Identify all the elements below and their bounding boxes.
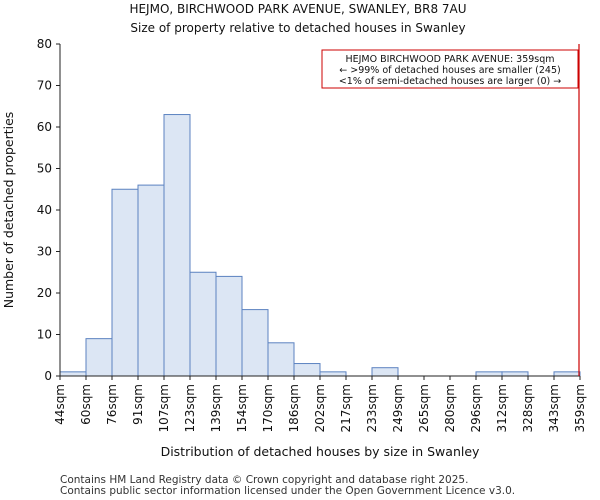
- chart-title: HEJMO, BIRCHWOOD PARK AVENUE, SWANLEY, B…: [129, 2, 466, 16]
- bar-44sqm: [59, 371, 87, 377]
- bar-91sqm: [137, 184, 165, 377]
- bar-60sqm: [85, 338, 113, 377]
- annotation-box: [321, 49, 579, 89]
- x-tick-label: 186sqm: [287, 384, 301, 432]
- bar-107sqm: [163, 114, 191, 377]
- bar-154sqm: [241, 309, 269, 377]
- x-tick-label: 359sqm: [573, 384, 587, 432]
- footer-licence: Contains public sector information licen…: [60, 485, 516, 497]
- footer-copyright: Contains HM Land Registry data © Crown c…: [60, 474, 469, 486]
- bar-296sqm: [475, 371, 503, 377]
- x-tick-label: 170sqm: [261, 384, 275, 432]
- y-tick-label: 70: [37, 79, 52, 93]
- x-tick-label: 60sqm: [79, 384, 93, 425]
- x-tick-label: 312sqm: [495, 384, 509, 432]
- x-tick-label: 76sqm: [105, 384, 119, 425]
- x-tick-label: 265sqm: [417, 384, 431, 432]
- x-tick-label: 44sqm: [53, 384, 67, 425]
- x-tick-label: 328sqm: [521, 384, 535, 432]
- bar-139sqm: [215, 275, 243, 377]
- x-tick-label: 154sqm: [235, 384, 249, 432]
- x-tick-label: 202sqm: [313, 384, 327, 432]
- x-axis-label: Distribution of detached houses by size …: [161, 444, 480, 459]
- bars-layer: [59, 114, 581, 377]
- y-tick-label: 0: [44, 369, 52, 383]
- x-tick-label: 123sqm: [183, 384, 197, 432]
- bar-343sqm: [553, 371, 581, 377]
- y-tick-label: 80: [37, 37, 52, 51]
- x-tick-label: 343sqm: [547, 384, 561, 432]
- x-tick-label: 233sqm: [365, 384, 379, 432]
- x-tick-label: 91sqm: [131, 384, 145, 425]
- x-tick-label: 139sqm: [209, 384, 223, 432]
- x-tick-label: 280sqm: [443, 384, 457, 432]
- x-tick-label: 249sqm: [391, 384, 405, 432]
- y-tick-label: 40: [37, 203, 52, 217]
- bar-233sqm: [371, 367, 399, 377]
- x-tick-label: 217sqm: [339, 384, 353, 432]
- y-axis-label: Number of detached properties: [1, 112, 16, 309]
- chart-subtitle: Size of property relative to detached ho…: [130, 21, 465, 35]
- annotation-line-2: ← >99% of detached houses are smaller (2…: [339, 65, 560, 76]
- bar-123sqm: [189, 271, 217, 377]
- annotation-line-3: <1% of semi-detached houses are larger (…: [339, 76, 561, 87]
- axes-layer: 0 10 20 30 40 50 60 70 80 44sqm 60sqm 76sqm 91sqm 107…: [37, 37, 587, 432]
- bar-76sqm: [111, 188, 139, 377]
- y-tick-label: 30: [37, 245, 52, 259]
- x-tick-label: 296sqm: [469, 384, 483, 432]
- bar-202sqm: [319, 371, 347, 377]
- bar-312sqm: [501, 371, 529, 377]
- y-tick-label: 60: [37, 120, 52, 134]
- y-tick-label: 50: [37, 162, 52, 176]
- bar-170sqm: [267, 342, 295, 377]
- bar-186sqm: [293, 363, 321, 377]
- annotation-line-1: HEJMO BIRCHWOOD PARK AVENUE: 359sqm: [345, 54, 554, 65]
- annotation-layer: HEJMO BIRCHWOOD PARK AVENUE: 359sqm ← >9…: [321, 49, 579, 89]
- y-tick-label: 10: [37, 328, 52, 342]
- x-tick-label: 107sqm: [157, 384, 171, 432]
- y-tick-label: 20: [37, 286, 52, 300]
